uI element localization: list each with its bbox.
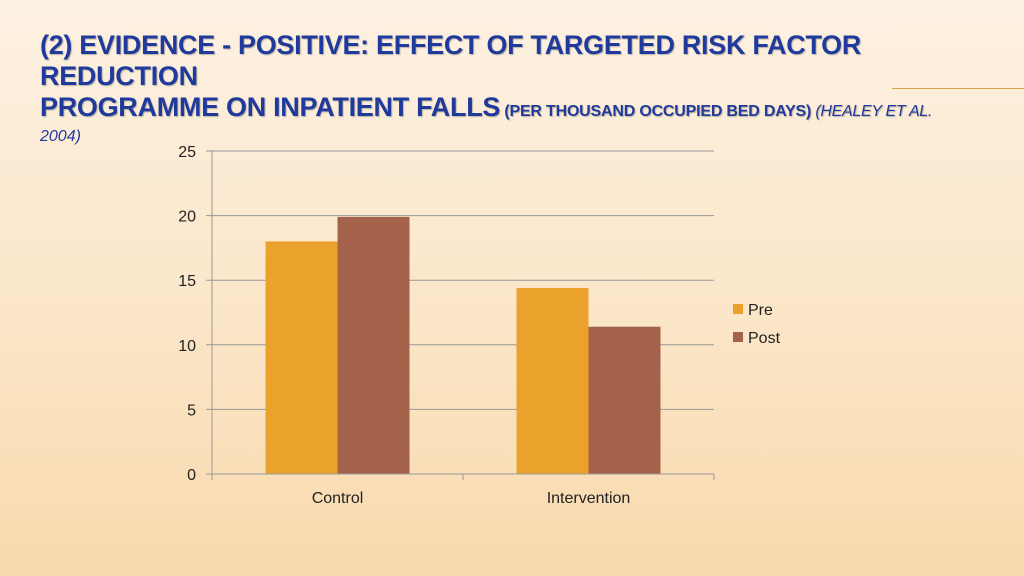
title-citation-year: 2004) xyxy=(40,128,81,145)
title-main-text: programme on inpatient falls xyxy=(40,92,501,122)
legend-label-post: Post xyxy=(748,330,781,347)
legend-swatch-pre xyxy=(733,304,743,314)
title-line-2: programme on inpatient falls (per thousa… xyxy=(40,92,1000,127)
title-rule xyxy=(892,88,1024,89)
y-tick-label-5: 5 xyxy=(187,402,196,419)
x-tick-label-control: Control xyxy=(312,490,364,507)
bar-control-post xyxy=(337,216,410,474)
y-tick-label-15: 15 xyxy=(178,273,196,290)
title-citation: (Healey et al. xyxy=(811,103,933,120)
y-tick-label-25: 25 xyxy=(178,144,196,161)
bar-control-pre xyxy=(265,241,338,474)
y-tick-label-20: 20 xyxy=(178,209,196,226)
slide-title: (2) Evidence - Positive: Effect of targe… xyxy=(40,30,1000,147)
y-tick-label-0: 0 xyxy=(187,467,196,484)
bar-intervention-post xyxy=(588,326,661,474)
x-tick-label-intervention: Intervention xyxy=(547,490,631,507)
title-units: (per thousand occupied bed days) xyxy=(500,103,812,120)
legend-label-pre: Pre xyxy=(748,302,773,319)
legend-swatch-post xyxy=(733,332,743,342)
title-line-1: (2) Evidence - Positive: Effect of targe… xyxy=(40,30,862,91)
bar-intervention-pre xyxy=(516,287,589,474)
y-tick-label-10: 10 xyxy=(178,338,196,355)
